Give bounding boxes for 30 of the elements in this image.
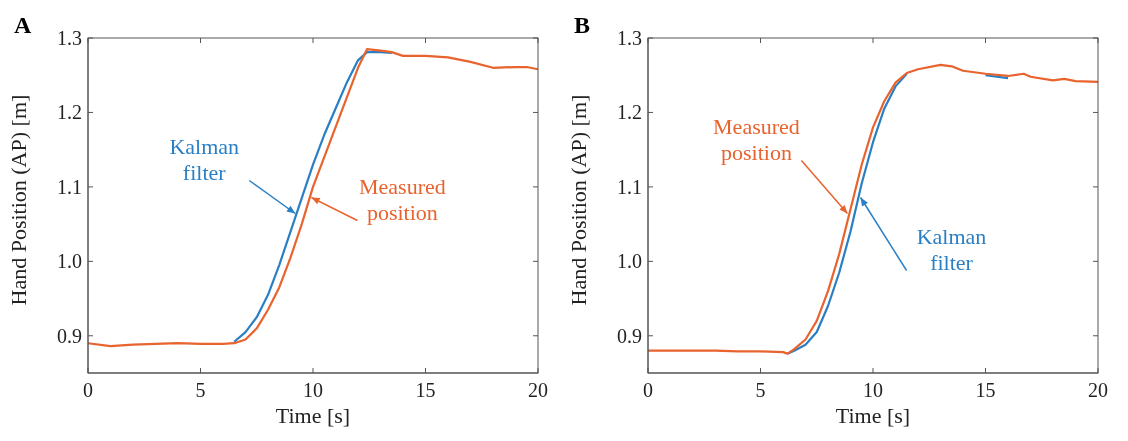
y-tick-label: 1.3 xyxy=(57,27,82,49)
y-tick-label: 1.2 xyxy=(57,101,82,124)
x-axis-title: Time [s] xyxy=(275,403,351,428)
x-tick-label: 0 xyxy=(643,379,653,401)
x-tick-label: 5 xyxy=(755,379,766,401)
x-axis-title: Time [s] xyxy=(835,403,911,428)
x-tick-label: 10 xyxy=(863,379,883,401)
x-tick-label: 15 xyxy=(415,379,436,401)
text: Kalman filter xyxy=(916,223,987,275)
y-axis-title: Hand Position (AP) [m] xyxy=(5,94,31,306)
y-tick-label: 1.1 xyxy=(617,175,642,198)
x-tick-label: 5 xyxy=(195,379,206,401)
chart-title: B xyxy=(574,12,591,39)
x-tick-label: 20 xyxy=(1088,379,1108,401)
y-tick-label: 1.2 xyxy=(617,101,642,124)
x-tick-label: 20 xyxy=(528,379,548,401)
legend-label: Measured position xyxy=(359,173,446,225)
x-tick-label: 10 xyxy=(303,379,323,401)
y-tick-label: 1.1 xyxy=(57,175,82,198)
text: Measured position xyxy=(713,113,800,165)
y-tick-label: 0.9 xyxy=(617,324,642,347)
x-tick-label: 0 xyxy=(83,379,93,401)
text: Kalman filter xyxy=(169,133,240,185)
y-tick-label: 1.3 xyxy=(617,27,642,49)
x-tick-label: 15 xyxy=(975,379,996,401)
y-tick-label: 1.0 xyxy=(57,250,82,273)
chart-title: A xyxy=(14,12,32,39)
y-tick-label: 1.0 xyxy=(617,250,642,273)
y-axis-title: Hand Position (AP) [m] xyxy=(565,94,591,306)
y-tick-label: 0.9 xyxy=(57,324,82,347)
